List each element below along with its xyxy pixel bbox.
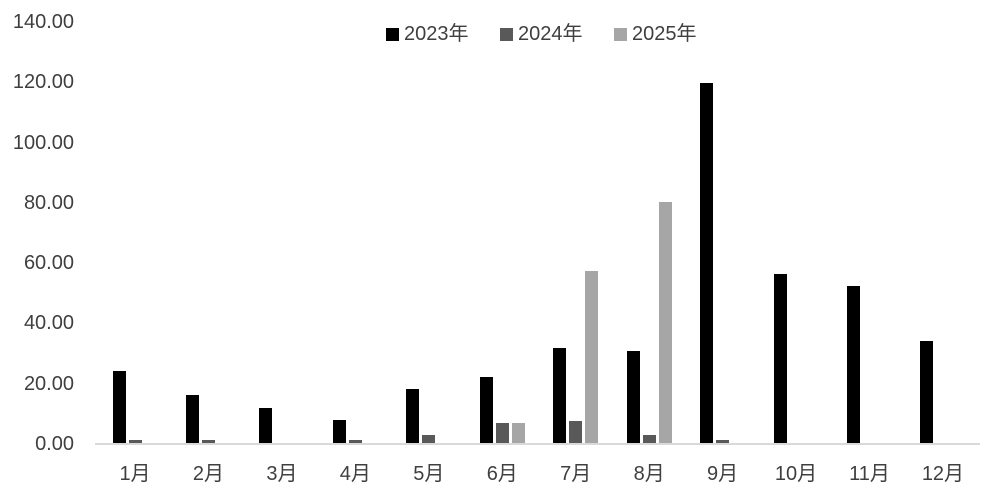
y-axis-tick-label: 100.00 [12, 131, 74, 154]
legend-item-2025: 2025年 [614, 24, 697, 44]
bar-2023-month-1 [113, 371, 126, 443]
bar-2025-month-8 [659, 202, 672, 443]
bar-2023-month-8 [627, 351, 640, 443]
bar-2024-month-2 [202, 440, 215, 443]
legend-item-2023: 2023年 [386, 24, 469, 44]
y-axis-tick-label: 120.00 [12, 71, 74, 94]
bar-2024-month-9 [716, 440, 729, 443]
x-axis-label: 10月 [774, 463, 818, 485]
x-axis-label: 8月 [633, 463, 665, 485]
y-axis-tick-label: 140.00 [12, 11, 74, 33]
bar-2024-month-5 [422, 435, 435, 443]
bar-2023-month-9 [700, 83, 713, 443]
legend-label: 2025年 [632, 23, 697, 45]
bar-2024-month-1 [129, 440, 142, 443]
bar-2023-month-11 [847, 286, 860, 443]
x-axis-label: 2月 [192, 463, 224, 485]
y-axis-tick-label: 20.00 [23, 372, 74, 395]
x-axis-line [95, 443, 980, 445]
bar-2023-month-5 [406, 389, 419, 443]
y-axis-tick-label: 60.00 [23, 252, 74, 275]
x-axis-label: 1月 [119, 463, 151, 485]
x-axis-label: 9月 [707, 463, 739, 485]
bar-2023-month-4 [333, 420, 346, 443]
legend-label: 2024年 [518, 23, 583, 45]
legend-swatch-icon [614, 27, 627, 41]
bar-2024-month-7 [569, 421, 582, 443]
legend-swatch-icon [500, 27, 513, 41]
x-axis-label: 4月 [339, 463, 371, 485]
y-axis-tick-label: 40.00 [23, 312, 74, 335]
bar-2023-month-12 [920, 341, 933, 443]
bar-2023-month-2 [186, 395, 199, 443]
bar-2023-month-3 [259, 408, 272, 443]
bar-2024-month-4 [349, 440, 362, 443]
y-axis-tick-label: 80.00 [23, 191, 74, 214]
bar-2025-month-7 [585, 271, 598, 443]
legend-label: 2023年 [404, 23, 469, 45]
x-axis-label: 5月 [413, 463, 445, 485]
bar-2023-month-7 [553, 348, 566, 443]
x-axis-label: 12月 [921, 463, 965, 485]
x-axis-label: 3月 [266, 463, 298, 485]
legend-item-2024: 2024年 [500, 24, 583, 44]
bar-2024-month-6 [496, 423, 509, 443]
legend-swatch-icon [386, 27, 399, 41]
bar-2024-month-8 [643, 435, 656, 443]
chart-legend: 2023年 2024年 2025年 [0, 0, 984, 50]
x-axis-label: 6月 [486, 463, 518, 485]
bar-2023-month-6 [480, 377, 493, 443]
x-axis-label: 11月 [849, 463, 890, 485]
x-axis-label: 7月 [560, 463, 592, 485]
y-axis-tick-label: 0.00 [35, 433, 74, 455]
bar-2023-month-10 [774, 274, 787, 443]
bar-2025-month-6 [512, 423, 525, 443]
